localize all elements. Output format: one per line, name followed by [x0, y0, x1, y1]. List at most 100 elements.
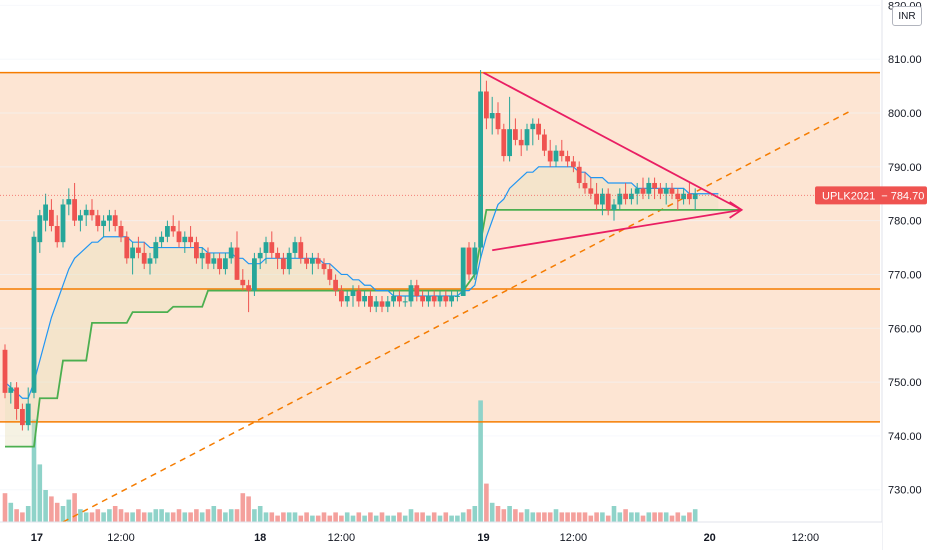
- candle-body: [495, 113, 501, 130]
- volume-bar: [257, 506, 263, 522]
- candle-body: [8, 387, 14, 393]
- symbol-price-text: UPLK2021− 784.70: [822, 190, 924, 202]
- candle-body: [472, 247, 478, 275]
- volume-bar: [385, 515, 391, 522]
- candle-body: [66, 199, 72, 205]
- candle-body: [350, 290, 356, 296]
- volume-bar: [362, 515, 367, 522]
- volume-bar: [565, 512, 570, 522]
- price-tick-label: 780.00: [888, 216, 922, 228]
- volume-bar: [658, 512, 663, 522]
- candle-body: [571, 161, 576, 167]
- volume-bar: [252, 509, 257, 522]
- volume-bar: [344, 512, 350, 522]
- candle-body: [60, 204, 66, 243]
- candle-body: [669, 188, 675, 194]
- candle-body: [675, 193, 681, 200]
- candle-body: [466, 247, 472, 275]
- volume-bar: [95, 509, 101, 522]
- candle-body: [362, 295, 367, 302]
- candle-body: [257, 252, 263, 259]
- candle-body: [211, 258, 217, 264]
- volume-bar: [640, 515, 646, 522]
- volume-bar: [298, 515, 304, 522]
- volume-bar: [646, 512, 652, 522]
- candle-body: [484, 91, 489, 119]
- volume-bar: [286, 512, 292, 522]
- volume-bar: [571, 512, 576, 522]
- candle-body: [25, 403, 31, 426]
- volume-bar: [408, 509, 414, 522]
- volume-bar: [211, 506, 217, 522]
- time-tick-label: 17: [31, 532, 43, 544]
- time-tick-label: 12:00: [328, 532, 356, 544]
- candle-body: [2, 349, 8, 393]
- triangle-lower-line: [492, 208, 742, 252]
- volume-bar: [368, 512, 373, 522]
- currency-badge[interactable]: INR: [892, 6, 922, 26]
- candle-body: [159, 236, 164, 243]
- candle-body: [489, 113, 495, 119]
- volume-bar: [228, 509, 234, 522]
- candle-body: [14, 387, 19, 409]
- candle-body: [373, 301, 379, 307]
- volume-bar: [72, 493, 77, 522]
- volume-bar: [37, 464, 43, 522]
- price-tick-label: 730.00: [888, 485, 922, 497]
- zone-fill: [0, 72, 880, 422]
- candle-body: [112, 215, 118, 227]
- candle-body: [559, 150, 565, 157]
- candle-body: [252, 258, 257, 291]
- candle-body: [194, 242, 199, 259]
- candle-body: [553, 150, 559, 162]
- ema-line: [4, 166, 719, 399]
- volume-bar: [391, 515, 396, 522]
- candle-body: [170, 226, 176, 232]
- candle-body: [315, 258, 321, 264]
- candle-body: [460, 247, 466, 296]
- price-tick-label: 760.00: [888, 323, 922, 335]
- volume-bar: [304, 512, 309, 522]
- candle-body: [275, 252, 280, 259]
- candle-body: [681, 193, 686, 200]
- candle-body: [130, 247, 135, 259]
- volume-bar: [281, 512, 286, 522]
- candle-body: [530, 123, 536, 130]
- volume-bar: [112, 506, 118, 522]
- volume-bar: [20, 512, 25, 522]
- volume-bar: [414, 512, 420, 522]
- candle-body: [391, 295, 396, 302]
- volume-bar: [489, 502, 495, 522]
- volume-bar: [652, 512, 657, 522]
- volume-bar: [107, 509, 112, 522]
- volume-bar: [420, 512, 425, 522]
- volume-bar: [101, 512, 106, 522]
- volume-bar: [240, 493, 246, 522]
- volume-bar: [327, 515, 333, 522]
- candle-body: [658, 188, 663, 194]
- candle-body: [663, 188, 669, 194]
- candle-body: [20, 408, 25, 426]
- candle-body: [420, 295, 425, 302]
- price-tick-label: 770.00: [888, 269, 922, 281]
- volume-bar: [426, 515, 431, 522]
- candle-body: [414, 285, 420, 296]
- volume-bar: [460, 512, 466, 522]
- candle-body: [54, 226, 60, 243]
- volume-bar: [54, 502, 60, 522]
- price-tick-label: 810.00: [888, 54, 922, 66]
- candle-body: [31, 236, 37, 393]
- time-axis-bg: [0, 522, 882, 550]
- candle-body: [576, 166, 582, 183]
- candle-body: [223, 258, 228, 270]
- price-tick-label: 790.00: [888, 162, 922, 174]
- candle-body: [49, 209, 54, 227]
- volume-bar: [165, 512, 170, 522]
- price-tick-label: 750.00: [888, 377, 922, 389]
- candle-body: [501, 129, 507, 157]
- ema-stop-fill: [5, 166, 719, 447]
- volume-bar: [530, 512, 536, 522]
- volume-bar: [605, 515, 611, 522]
